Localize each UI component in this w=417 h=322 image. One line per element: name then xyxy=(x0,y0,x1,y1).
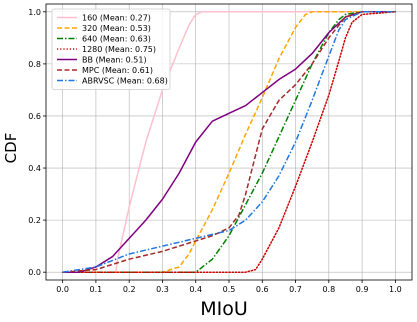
y-axis-ticks: 0.0 0.2 0.4 0.6 0.8 1.0 xyxy=(28,8,46,277)
y-tick-label: 0.6 xyxy=(28,112,41,121)
legend-label: MPC (Mean: 0.61) xyxy=(82,66,153,75)
x-tick-label: 0.1 xyxy=(90,285,103,294)
legend-label: 1280 (Mean: 0.75) xyxy=(82,45,156,54)
y-tick-label: 1.0 xyxy=(28,8,41,17)
x-axis-title: MIoU xyxy=(200,298,248,320)
x-tick-label: 0.0 xyxy=(56,285,69,294)
legend-label: BB (Mean: 0.51) xyxy=(82,56,147,65)
legend-box xyxy=(51,8,171,90)
series-line-0 xyxy=(62,11,396,273)
x-tick-label: 1.0 xyxy=(389,285,402,294)
y-tick-label: 0.4 xyxy=(28,164,41,173)
y-tick-label: 0.8 xyxy=(28,60,41,69)
series-line-3 xyxy=(61,11,397,273)
x-tick-label: 0.8 xyxy=(322,285,335,294)
x-tick-label: 0.3 xyxy=(156,285,169,294)
legend-label: 640 (Mean: 0.63) xyxy=(82,35,151,44)
series-line-6 xyxy=(62,11,396,273)
y-axis-title: CDF xyxy=(2,133,20,164)
x-tick-label: 0.7 xyxy=(289,285,302,294)
x-tick-label: 0.2 xyxy=(123,285,136,294)
x-tick-label: 0.4 xyxy=(189,285,202,294)
legend-label: 320 (Mean: 0.53) xyxy=(82,24,151,33)
y-tick-label: 0.2 xyxy=(28,216,41,225)
y-tick-label: 0.0 xyxy=(28,268,41,277)
series-line-1 xyxy=(62,11,396,273)
x-tick-label: 0.9 xyxy=(356,285,369,294)
x-tick-label: 0.6 xyxy=(256,285,269,294)
series-layer xyxy=(61,11,397,273)
x-tick-label: 0.5 xyxy=(223,285,236,294)
legend-label: 160 (Mean: 0.27) xyxy=(82,14,151,23)
x-axis-ticks: 0.0 0.1 0.2 0.3 0.4 0.5 0.6 0.7 0.8 0.9 1.0 xyxy=(56,280,402,294)
legend-label: ABRVSC (Mean: 0.68) xyxy=(82,77,168,86)
legend: 160 (Mean: 0.27)320 (Mean: 0.53) 640 (Mea… xyxy=(51,8,171,90)
series-line-2 xyxy=(62,11,396,273)
series-line-4 xyxy=(62,11,396,273)
